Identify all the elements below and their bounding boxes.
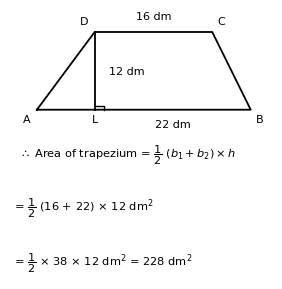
Text: 22 dm: 22 dm: [155, 120, 191, 130]
Text: D: D: [80, 17, 88, 27]
Text: = $\dfrac{1}{2}$ $\times$ 38 $\times$ 12 dm$^{2}$ = 228 dm$^{2}$: = $\dfrac{1}{2}$ $\times$ 38 $\times$ 12…: [14, 251, 192, 275]
Text: = $\dfrac{1}{2}$ (16 + 22) $\times$ 12 dm$^{2}$: = $\dfrac{1}{2}$ (16 + 22) $\times$ 12 d…: [14, 197, 153, 220]
Text: A: A: [23, 115, 30, 125]
Text: $\therefore$ Area of trapezium = $\dfrac{1}{2}$ $(b_1 + b_2) \times h$: $\therefore$ Area of trapezium = $\dfrac…: [19, 143, 236, 166]
Text: 12 dm: 12 dm: [109, 67, 144, 77]
Text: L: L: [92, 115, 98, 125]
Text: B: B: [255, 115, 263, 125]
Text: C: C: [217, 17, 225, 27]
Text: 16 dm: 16 dm: [136, 12, 171, 22]
